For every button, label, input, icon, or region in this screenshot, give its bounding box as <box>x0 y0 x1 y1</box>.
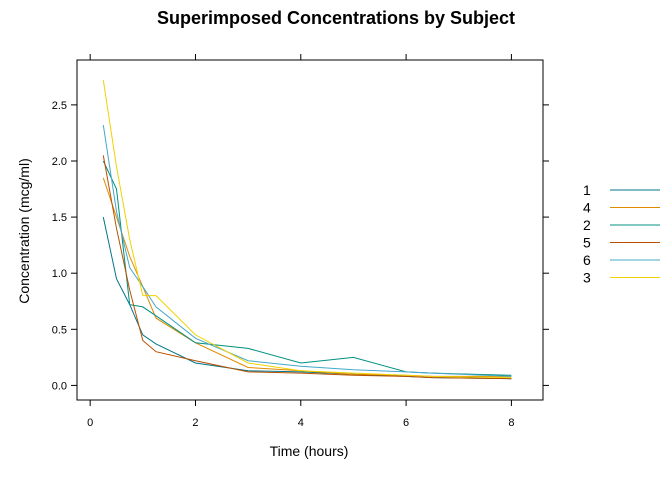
y-tick-label: 1.0 <box>52 268 67 280</box>
legend-label-5: 5 <box>583 235 591 251</box>
x-tick-label: 4 <box>298 417 304 429</box>
series-line-3 <box>102 80 512 379</box>
y-tick-label: 2.0 <box>52 156 67 168</box>
legend: 1 42 56 3 <box>583 182 660 286</box>
legend-label-1: 1 <box>583 182 591 198</box>
legend-label-6: 6 <box>583 252 591 268</box>
x-tick-label: 2 <box>192 417 198 429</box>
legend-label-2: 2 <box>583 217 591 233</box>
x-tick-label: 8 <box>508 417 514 429</box>
y-tick-label: 0.5 <box>52 324 67 336</box>
y-tick-label: 0.0 <box>52 380 67 392</box>
y-axis-label: Concentration (mcg/ml) <box>16 158 32 304</box>
x-tick-label: 6 <box>403 417 409 429</box>
series-line-1 <box>102 216 512 380</box>
y-tick-label: 1.5 <box>52 212 67 224</box>
plot-frame <box>76 59 544 401</box>
series-line-4 <box>102 177 512 377</box>
series-line-6 <box>102 125 512 377</box>
y-tick-label: 2.5 <box>52 100 67 112</box>
series-lines <box>102 80 512 380</box>
chart-title: Superimposed Concentrations by Subject <box>157 8 515 28</box>
legend-label-3: 3 <box>583 270 591 286</box>
x-axis-label: Time (hours) <box>270 443 349 459</box>
axis-ticks: 0 2 4 6 8 0.0 0.5 1.0 1.5 2.0 2.5 <box>52 54 549 429</box>
series-line-2 <box>102 160 512 376</box>
series-line-5 <box>102 155 512 380</box>
x-tick-label: 0 <box>87 417 93 429</box>
legend-label-4: 4 <box>583 200 591 216</box>
